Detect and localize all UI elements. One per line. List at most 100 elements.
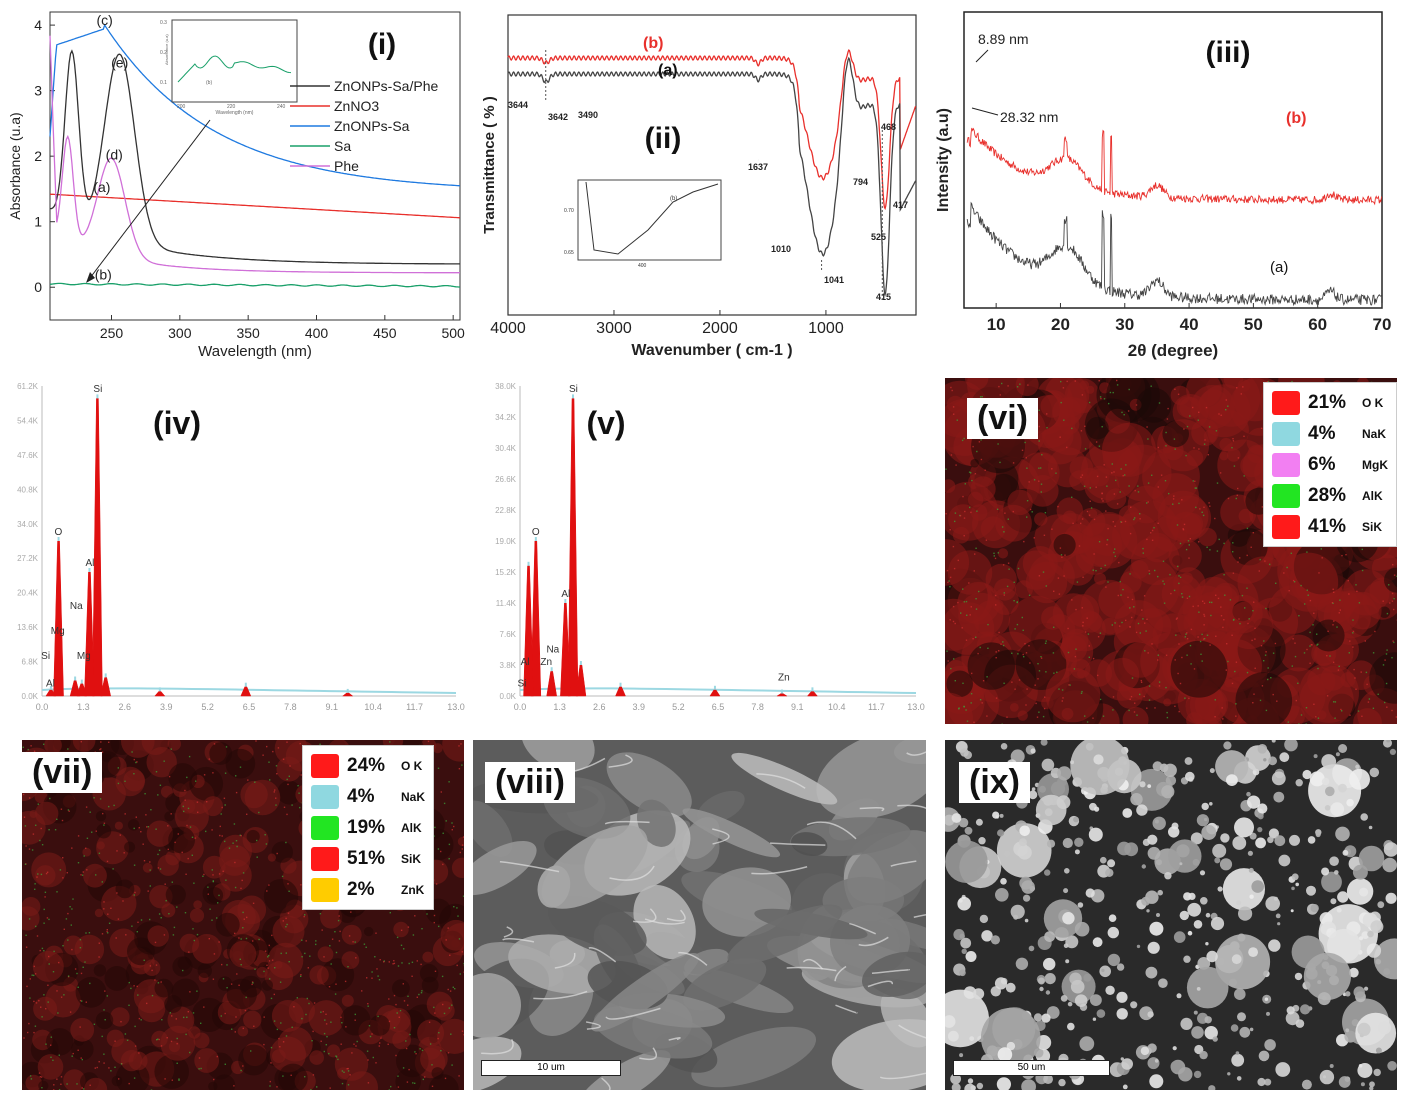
map-pixel [1227,660,1229,663]
x-tick-label: 11.7 [868,702,885,712]
map-pixel [1131,616,1133,619]
map-pixel [274,967,276,969]
map-pixel [1260,645,1263,647]
map-pixel [1133,606,1135,608]
peak-label: 1637 [748,162,768,172]
map-pixel [433,1006,435,1009]
map-pixel [145,814,147,816]
map-pixel [323,1032,326,1035]
sem-particle [1214,857,1221,864]
sem-particle [1147,1043,1157,1053]
map-pixel [1237,457,1240,459]
map-pixel [1307,594,1309,596]
map-pixel [29,1075,32,1077]
map-pixel [1100,567,1102,570]
x-tick-label: 1.3 [553,702,566,712]
map-pixel [1203,638,1206,640]
map-pixel [293,1006,295,1008]
map-pixel [1189,644,1192,647]
map-pixel [149,861,151,863]
legend-swatch [1272,421,1300,446]
map-pixel [1189,415,1191,417]
map-pixel [1043,534,1046,536]
peak-label: 794 [853,177,868,187]
map-pixel [393,962,396,965]
map-pixel [308,1002,310,1005]
map-pixel [43,922,45,924]
sem-particle [1358,845,1385,872]
map-pixel [275,765,278,767]
map-pixel [1144,650,1146,652]
map-pixel [1139,632,1141,634]
sem-particle [1349,768,1370,790]
map-pixel [102,812,104,815]
inset-label: (b) [670,196,677,202]
map-pixel [1186,638,1189,640]
sem-particle [1147,846,1161,860]
sem-particle [1295,779,1303,787]
sem-particle [1357,1022,1371,1036]
legend-entry: 41% SiK [1272,511,1388,542]
map-pixel [1276,700,1278,702]
map-pixel [1139,693,1141,696]
map-region [164,995,183,1013]
sem-particle [1338,783,1347,793]
map-pixel [1081,474,1084,476]
sem-image-1 [473,740,926,1090]
map-pixel [955,464,957,466]
map-pixel [277,747,280,749]
map-pixel [89,982,91,985]
map-pixel [438,1032,440,1034]
map-pixel [35,824,37,826]
map-pixel [1114,555,1116,557]
map-pixel [138,1017,141,1020]
map-pixel [447,1052,450,1054]
sem-particle [1105,868,1114,877]
sem-particle [1179,910,1189,921]
map-pixel [85,847,87,849]
sem-particle [1234,817,1254,838]
sem-particle [1187,902,1202,917]
map-pixel [1128,388,1130,391]
map-pixel [416,960,418,962]
map-pixel [46,871,49,873]
map-pixel [1061,689,1064,691]
map-pixel [1237,561,1239,563]
map-pixel [38,1000,40,1002]
map-pixel [63,994,65,996]
sem-edge [608,754,633,768]
map-pixel [62,877,64,879]
map-pixel [1128,709,1130,712]
map-pixel [211,869,213,871]
map-region [143,959,161,976]
map-pixel [1111,624,1113,626]
map-pixel [1046,413,1048,415]
sem-particle [1273,791,1285,803]
map-pixel [1007,518,1009,520]
map-pixel [67,912,69,915]
map-pixel [947,660,949,662]
map-region [1279,552,1339,612]
inset-y-tick: 0.3 [160,20,167,26]
map-region [1247,445,1266,463]
map-pixel [341,1022,343,1024]
map-pixel [978,590,980,593]
map-pixel [183,1016,185,1019]
map-pixel [1147,501,1149,503]
map-pixel [407,995,409,997]
map-pixel [365,946,367,948]
map-region [1062,510,1077,525]
map-region [1029,553,1075,600]
sem-edge [770,842,826,846]
map-pixel [35,1002,38,1004]
map-pixel [371,977,373,979]
sem-particle [1313,754,1318,759]
map-pixel [80,741,82,743]
map-pixel [85,806,88,808]
sem-edge [666,909,686,922]
map-pixel [263,970,265,973]
map-region [308,1000,345,1036]
map-pixel [81,1058,83,1061]
map-pixel [1396,575,1397,577]
sem-particle [1246,791,1251,797]
